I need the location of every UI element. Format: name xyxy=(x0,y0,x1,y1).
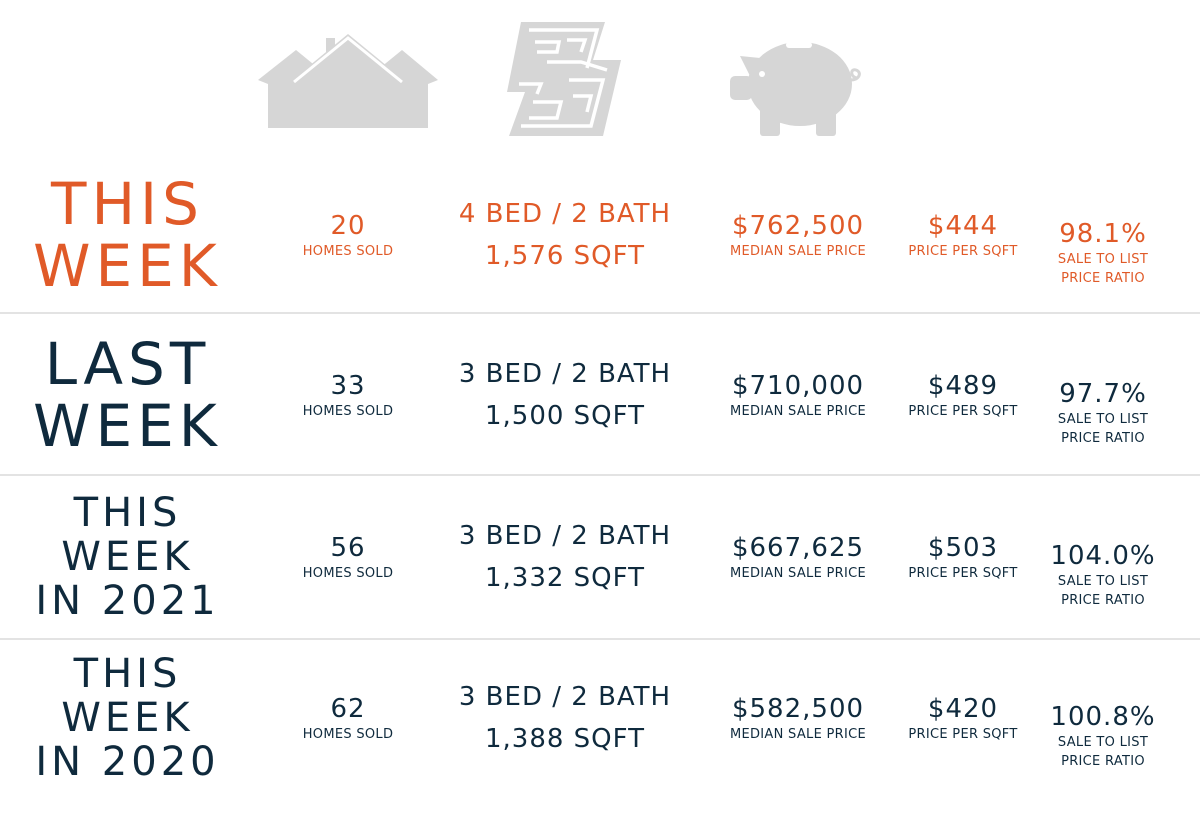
ratio-value: 100.8% xyxy=(1050,702,1156,732)
homes-sold-value: 33 xyxy=(330,370,366,401)
stats-row-2020: THIS WEEK IN 2020 62 HOMES SOLD 3 BED / … xyxy=(0,638,1200,798)
ratio-cell: 100.8% SALE TO LIST PRICE RATIO xyxy=(1040,638,1166,816)
median-price-label: MEDIAN SALE PRICE xyxy=(729,403,867,419)
home-spec-cell: 3 BED / 2 BATH 1,332 SQFT xyxy=(440,477,690,637)
homes-sold-label: HOMES SOLD xyxy=(302,243,394,259)
houses-icon xyxy=(258,34,438,128)
ratio-cell: 97.7% SALE TO LIST PRICE RATIO xyxy=(1040,315,1166,493)
stats-row-2021: THIS WEEK IN 2021 56 HOMES SOLD 3 BED / … xyxy=(0,477,1200,637)
home-spec-cell: 3 BED / 2 BATH 1,500 SQFT xyxy=(440,315,690,475)
median-price-label: MEDIAN SALE PRICE xyxy=(729,243,867,259)
ratio-cell: 104.0% SALE TO LIST PRICE RATIO xyxy=(1040,477,1166,655)
median-price-value: $582,500 xyxy=(731,693,865,724)
sqft-value: 1,388 SQFT xyxy=(484,724,646,754)
beds-baths-value: 4 BED / 2 BATH xyxy=(458,199,672,229)
ratio-value: 104.0% xyxy=(1050,541,1156,571)
median-price-label: MEDIAN SALE PRICE xyxy=(729,726,867,742)
floor-plan-icon xyxy=(507,22,621,136)
period-label: THIS WEEK xyxy=(0,155,255,315)
period-line: THIS WEEK xyxy=(61,490,194,580)
icon-header xyxy=(0,0,1200,150)
ratio-value: 97.7% xyxy=(1059,379,1147,409)
ratio-label-line: PRICE RATIO xyxy=(1061,431,1145,446)
home-spec-cell: 3 BED / 2 BATH 1,388 SQFT xyxy=(440,638,690,798)
homes-sold-value: 20 xyxy=(330,210,366,241)
homes-sold-cell: 56 HOMES SOLD xyxy=(278,477,418,637)
homes-sold-label: HOMES SOLD xyxy=(302,726,394,742)
price-per-sqft-cell: $503 PRICE PER SQFT xyxy=(895,477,1031,637)
median-price-value: $710,000 xyxy=(731,370,865,401)
period-line: IN 2020 xyxy=(35,739,220,785)
sqft-value: 1,332 SQFT xyxy=(484,563,646,593)
period-line: THIS xyxy=(51,170,204,238)
ratio-label-line: PRICE RATIO xyxy=(1061,593,1145,608)
homes-sold-cell: 20 HOMES SOLD xyxy=(278,155,418,315)
homes-sold-label: HOMES SOLD xyxy=(302,403,394,419)
ratio-label-line: SALE TO LIST xyxy=(1057,735,1149,750)
stats-row-last-week: LAST WEEK 33 HOMES SOLD 3 BED / 2 BATH 1… xyxy=(0,315,1200,475)
ratio-label-line: PRICE RATIO xyxy=(1061,271,1145,286)
beds-baths-value: 3 BED / 2 BATH xyxy=(458,682,672,712)
period-label: LAST WEEK xyxy=(0,315,255,475)
period-label: THIS WEEK IN 2020 xyxy=(0,638,255,798)
period-line: IN 2021 xyxy=(35,578,220,624)
beds-baths-value: 3 BED / 2 BATH xyxy=(458,359,672,389)
median-price-cell: $582,500 MEDIAN SALE PRICE xyxy=(712,638,884,798)
stats-row-this-week: THIS WEEK 20 HOMES SOLD 4 BED / 2 BATH 1… xyxy=(0,155,1200,315)
median-price-cell: $667,625 MEDIAN SALE PRICE xyxy=(712,477,884,637)
homes-sold-label: HOMES SOLD xyxy=(302,565,394,581)
price-per-sqft-label: PRICE PER SQFT xyxy=(908,243,1018,259)
period-label: THIS WEEK IN 2021 xyxy=(0,477,255,637)
ratio-label-line: PRICE RATIO xyxy=(1061,754,1145,769)
price-per-sqft-cell: $444 PRICE PER SQFT xyxy=(895,155,1031,315)
price-per-sqft-value: $444 xyxy=(927,210,999,241)
ratio-label-line: SALE TO LIST xyxy=(1057,252,1149,267)
piggy-bank-icon xyxy=(730,42,861,136)
homes-sold-cell: 62 HOMES SOLD xyxy=(278,638,418,798)
ratio-label-line: SALE TO LIST xyxy=(1057,574,1149,589)
period-line: WEEK xyxy=(33,392,222,460)
homes-sold-value: 56 xyxy=(330,532,366,563)
homes-sold-value: 62 xyxy=(330,693,366,724)
median-price-label: MEDIAN SALE PRICE xyxy=(729,565,867,581)
ratio-value: 98.1% xyxy=(1059,219,1147,249)
beds-baths-value: 3 BED / 2 BATH xyxy=(458,521,672,551)
median-price-value: $667,625 xyxy=(731,532,865,563)
home-spec-cell: 4 BED / 2 BATH 1,576 SQFT xyxy=(440,155,690,315)
price-per-sqft-label: PRICE PER SQFT xyxy=(908,565,1018,581)
price-per-sqft-value: $489 xyxy=(927,370,999,401)
price-per-sqft-cell: $420 PRICE PER SQFT xyxy=(895,638,1031,798)
row-divider xyxy=(0,474,1200,476)
sqft-value: 1,500 SQFT xyxy=(484,401,646,431)
ratio-cell: 98.1% SALE TO LIST PRICE RATIO xyxy=(1040,155,1166,333)
median-price-cell: $762,500 MEDIAN SALE PRICE xyxy=(712,155,884,315)
price-per-sqft-label: PRICE PER SQFT xyxy=(908,403,1018,419)
period-line: WEEK xyxy=(33,232,222,300)
row-divider xyxy=(0,638,1200,640)
row-divider xyxy=(0,312,1200,314)
price-per-sqft-label: PRICE PER SQFT xyxy=(908,726,1018,742)
sqft-value: 1,576 SQFT xyxy=(484,241,646,271)
price-per-sqft-value: $503 xyxy=(927,532,999,563)
homes-sold-cell: 33 HOMES SOLD xyxy=(278,315,418,475)
period-line: LAST xyxy=(44,330,211,398)
median-price-cell: $710,000 MEDIAN SALE PRICE xyxy=(712,315,884,475)
period-line: THIS WEEK xyxy=(61,651,194,741)
median-price-value: $762,500 xyxy=(731,210,865,241)
price-per-sqft-value: $420 xyxy=(927,693,999,724)
price-per-sqft-cell: $489 PRICE PER SQFT xyxy=(895,315,1031,475)
ratio-label-line: SALE TO LIST xyxy=(1057,412,1149,427)
